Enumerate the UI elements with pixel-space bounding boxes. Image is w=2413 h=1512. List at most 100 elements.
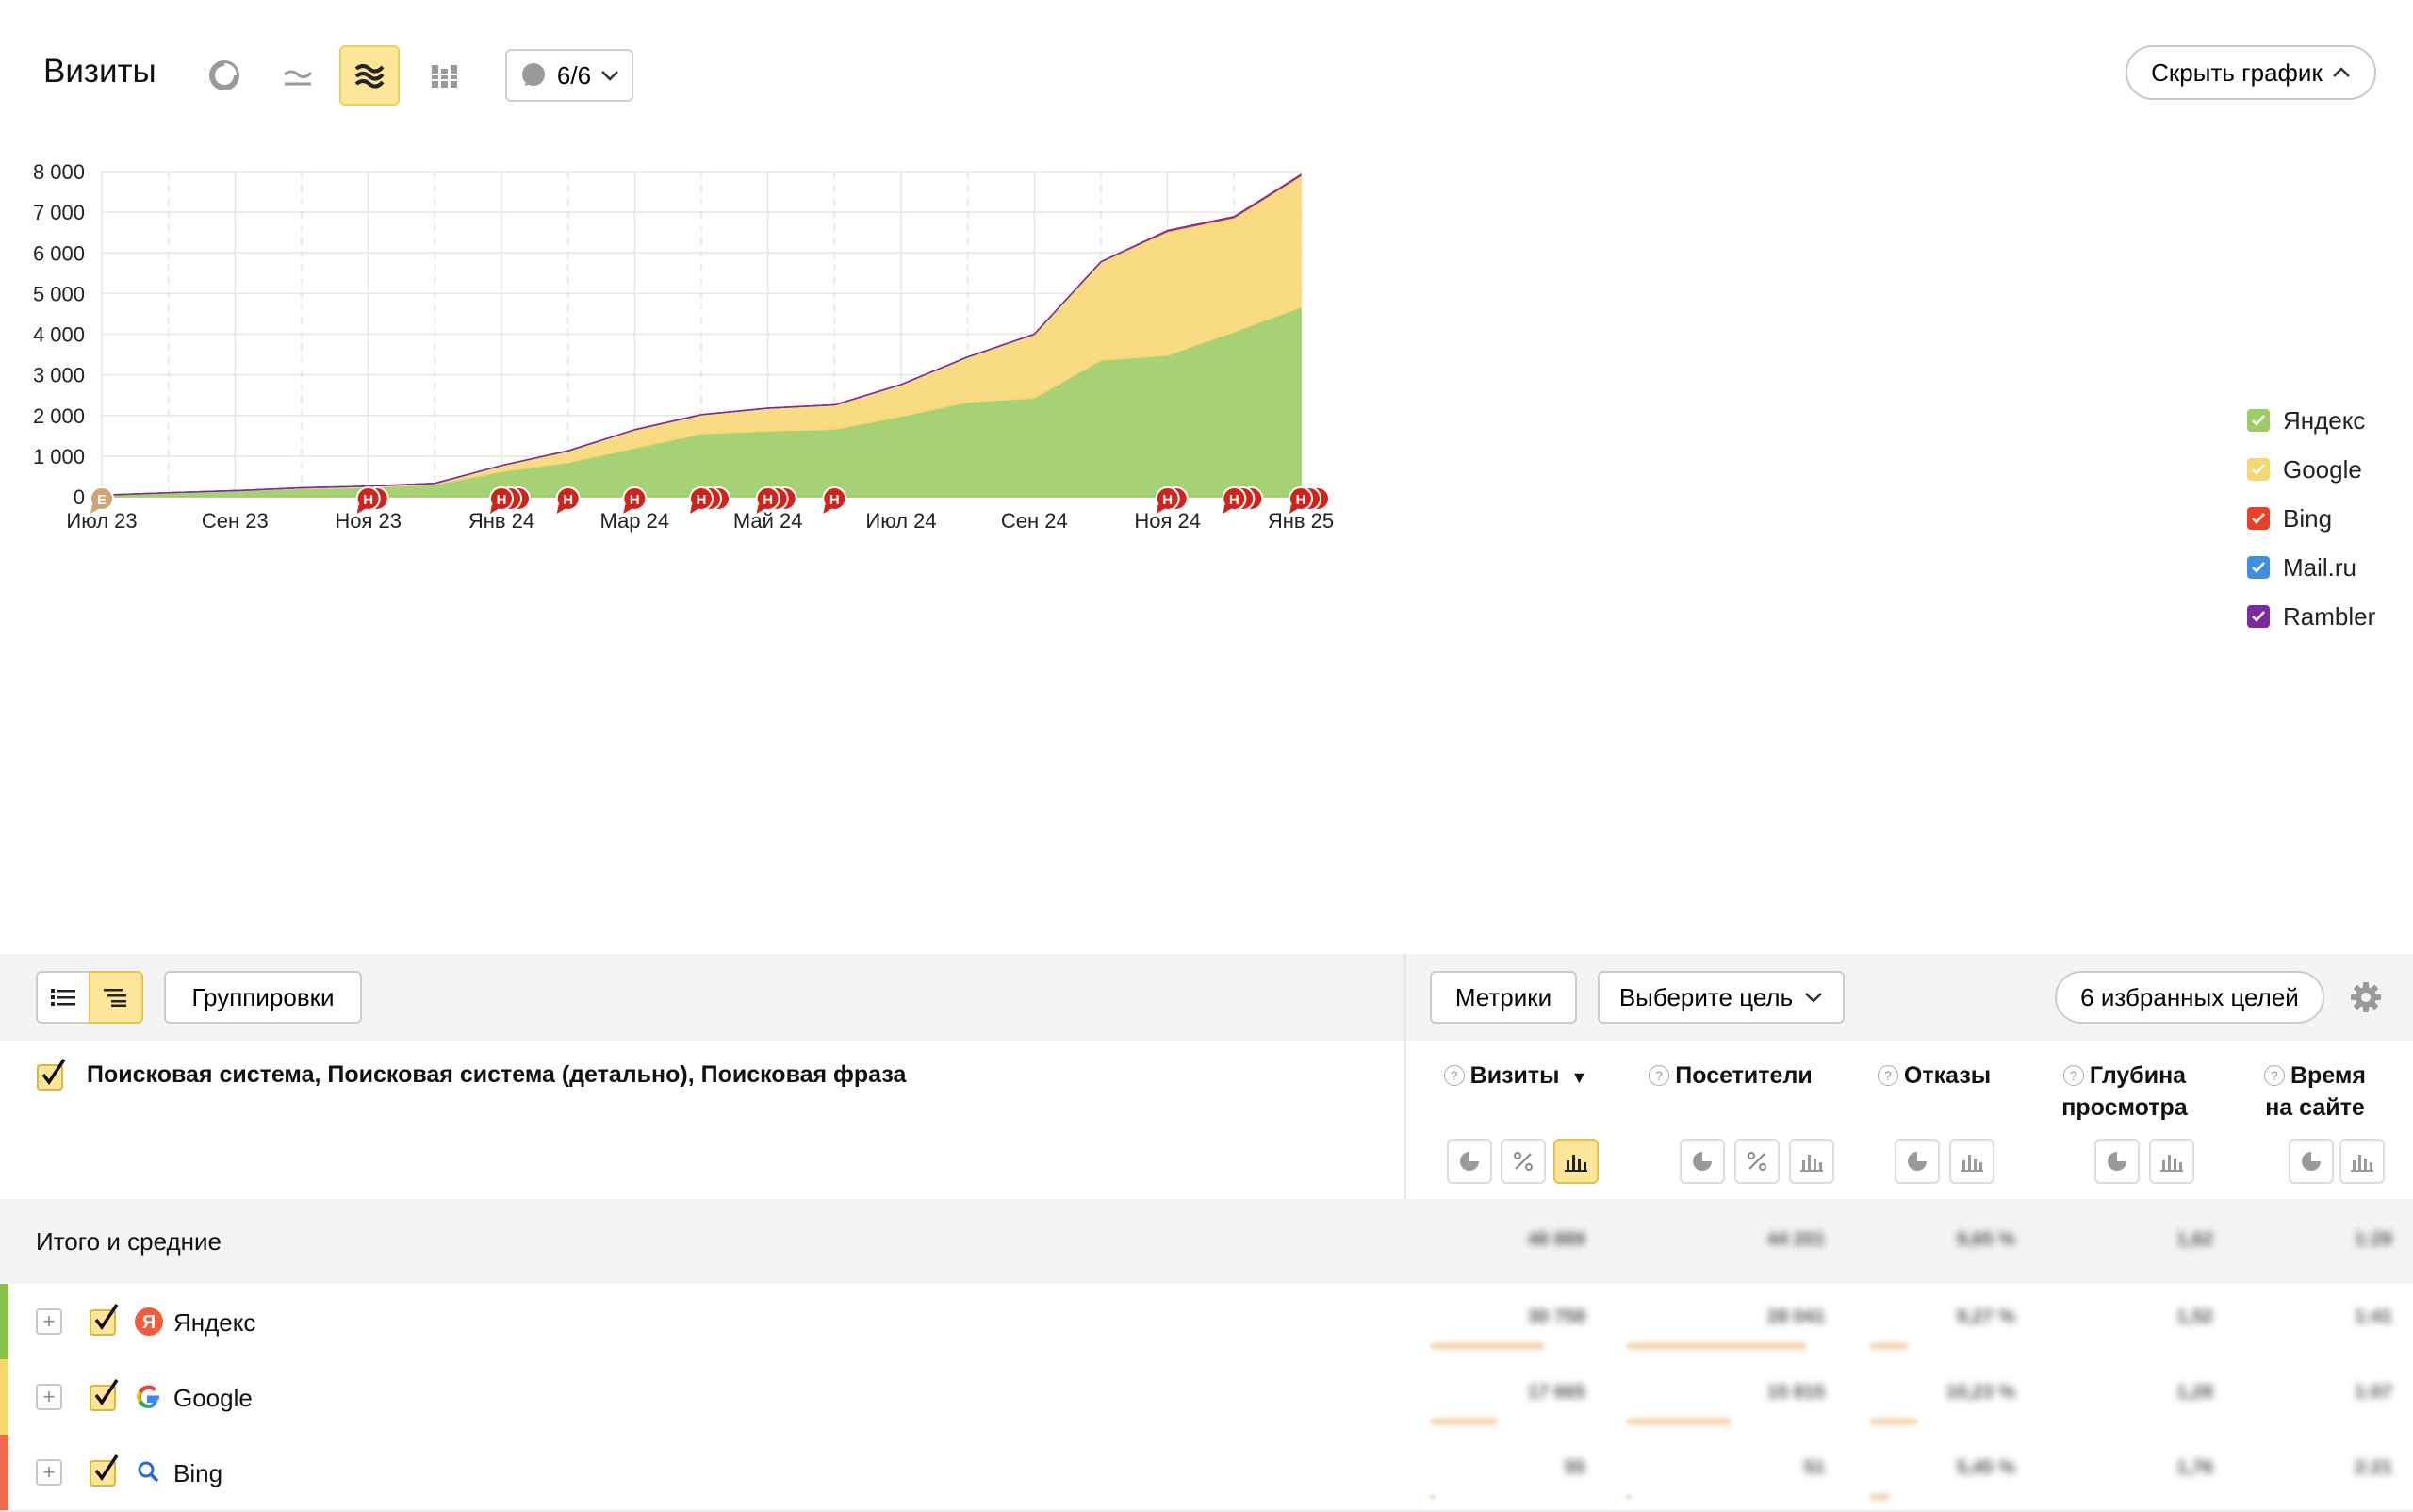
- note-marker[interactable]: Н: [489, 486, 531, 514]
- bar-chart-toggle[interactable]: [1553, 1139, 1599, 1184]
- area-chart-view-button[interactable]: [339, 45, 400, 106]
- pie-chart-toggle[interactable]: [2289, 1139, 2334, 1184]
- plus-icon: +: [42, 1460, 56, 1484]
- total-value: 1,62: [2176, 1229, 2213, 1250]
- total-value: 44 201: [1766, 1229, 1825, 1250]
- help-icon[interactable]: ?: [2062, 1065, 2084, 1086]
- note-label: Н: [763, 492, 773, 508]
- row-color-stripe: [0, 1435, 8, 1510]
- hide-chart-button[interactable]: Скрыть график: [2126, 45, 2376, 100]
- pie-chart-toggle[interactable]: [1447, 1139, 1492, 1184]
- metric-header[interactable]: ? Визиты ▼: [1403, 1060, 1629, 1093]
- table-row[interactable]: + Bing 55 51 5,45 % 1,76 2:21: [0, 1435, 2413, 1512]
- groupings-button[interactable]: Группировки: [164, 971, 362, 1024]
- cell-value: 1,52: [2176, 1307, 2213, 1327]
- cell-share-bar: [1627, 1342, 1806, 1350]
- plus-icon: +: [42, 1309, 56, 1333]
- legend-item[interactable]: Яндекс: [2247, 396, 2375, 445]
- note-marker[interactable]: Е: [90, 486, 114, 514]
- bar-chart-view-button[interactable]: [415, 45, 475, 106]
- note-bubble: [622, 486, 648, 511]
- checkbox-checked-icon: [37, 1059, 66, 1091]
- row-checkbox[interactable]: [89, 1454, 123, 1492]
- note-marker[interactable]: Н: [755, 486, 797, 514]
- x-tick-label: Июл 23: [66, 509, 137, 533]
- note-label: Н: [363, 492, 373, 508]
- sort-desc-icon[interactable]: ▼: [1570, 1068, 1588, 1087]
- expand-button[interactable]: +: [36, 1384, 62, 1410]
- expand-button[interactable]: +: [36, 1459, 62, 1486]
- cell-value: 28 041: [1766, 1307, 1825, 1327]
- note-marker[interactable]: Н: [355, 486, 389, 514]
- note-marker[interactable]: Н: [1289, 486, 1330, 514]
- y-tick-label: 1 000: [33, 445, 85, 468]
- metric-header[interactable]: ? Время на сайте: [2202, 1060, 2413, 1124]
- metric-header[interactable]: ? Отказы: [1821, 1060, 2047, 1092]
- note-tail: [356, 504, 367, 514]
- bar-chart-toggle[interactable]: [1789, 1139, 1834, 1184]
- metric-header[interactable]: ? Глубина просмотра: [2011, 1060, 2238, 1124]
- cell-share-bar: [1870, 1493, 1889, 1501]
- hide-chart-label: Скрыть график: [2151, 58, 2323, 87]
- tree-icon: [104, 989, 126, 1007]
- note-tail: [1289, 504, 1299, 514]
- bar-chart-icon: [1565, 1151, 1587, 1172]
- note-marker[interactable]: Н: [555, 486, 581, 514]
- pie-chart-toggle[interactable]: [1895, 1139, 1940, 1184]
- y-tick-label: 4 000: [33, 323, 85, 347]
- cell-value: 1:41: [2354, 1307, 2392, 1327]
- help-icon[interactable]: ?: [1649, 1065, 1670, 1086]
- line-chart-view-button[interactable]: [268, 45, 328, 106]
- list-view-button[interactable]: [36, 971, 90, 1024]
- note-marker[interactable]: Н: [1155, 486, 1189, 514]
- row-checkbox[interactable]: [89, 1378, 123, 1417]
- report-toolbar: Группировки Метрики Выберите цель 6 избр…: [0, 954, 2413, 1041]
- note-marker[interactable]: Н: [1222, 486, 1264, 514]
- note-marker[interactable]: Н: [622, 486, 648, 514]
- metric-header[interactable]: ? Посетители: [1617, 1060, 1844, 1092]
- goal-select[interactable]: Выберите цель: [1598, 971, 1845, 1024]
- note-tail: [690, 504, 699, 514]
- pie-chart-icon: [209, 60, 239, 90]
- bar-chart-toggle[interactable]: [1949, 1139, 1994, 1184]
- notes-count: 6/6: [556, 60, 592, 90]
- help-icon[interactable]: ?: [1877, 1065, 1898, 1086]
- note-label: Н: [697, 492, 707, 508]
- bar-chart-toggle[interactable]: [2149, 1139, 2194, 1184]
- help-icon[interactable]: ?: [1443, 1065, 1465, 1086]
- bar-chart-toggle[interactable]: [2339, 1139, 2385, 1184]
- legend-item[interactable]: Rambler: [2247, 592, 2375, 641]
- tree-view-button[interactable]: [89, 971, 143, 1024]
- note-bubble: [755, 486, 780, 511]
- percent-toggle[interactable]: [1501, 1139, 1546, 1184]
- row-label[interactable]: Bing: [173, 1459, 223, 1487]
- dimensions-checkbox[interactable]: [36, 1058, 70, 1096]
- note-label: Е: [97, 492, 107, 508]
- legend-item[interactable]: Mail.ru: [2247, 543, 2375, 592]
- pie-chart-icon: [1691, 1150, 1714, 1173]
- percent-toggle[interactable]: [1734, 1139, 1780, 1184]
- pie-chart-view-button[interactable]: [194, 45, 254, 106]
- expand-button[interactable]: +: [36, 1308, 62, 1335]
- metric-name: Время: [2290, 1062, 2366, 1089]
- row-label[interactable]: Яндекс: [173, 1308, 256, 1337]
- note-marker[interactable]: Н: [822, 486, 847, 514]
- table-row[interactable]: + Я Яндекс 30 758 28 041 9,27 % 1,52 1:41: [0, 1284, 2413, 1361]
- favorite-goals-button[interactable]: 6 избранных целей: [2055, 971, 2324, 1024]
- metrics-button[interactable]: Метрики: [1430, 971, 1577, 1024]
- legend-item[interactable]: Google: [2247, 445, 2375, 494]
- row-checkbox[interactable]: [89, 1303, 123, 1341]
- chart-toolbar: Визиты 6/6: [0, 0, 2413, 151]
- help-icon[interactable]: ?: [2264, 1065, 2285, 1086]
- pie-chart-toggle[interactable]: [2094, 1139, 2140, 1184]
- note-tail: [556, 504, 566, 514]
- note-bubble: [1222, 486, 1247, 511]
- note-marker[interactable]: Н: [689, 486, 730, 514]
- table-row[interactable]: + Google 17 665 15 815 10,23 % 1,28 1:07: [0, 1359, 2413, 1437]
- yandex-logo-icon: Я: [134, 1307, 164, 1337]
- settings-button[interactable]: [2349, 980, 2383, 1019]
- notes-filter-button[interactable]: 6/6: [505, 49, 633, 102]
- legend-item[interactable]: Bing: [2247, 494, 2375, 543]
- pie-chart-toggle[interactable]: [1680, 1139, 1725, 1184]
- row-label[interactable]: Google: [173, 1384, 253, 1412]
